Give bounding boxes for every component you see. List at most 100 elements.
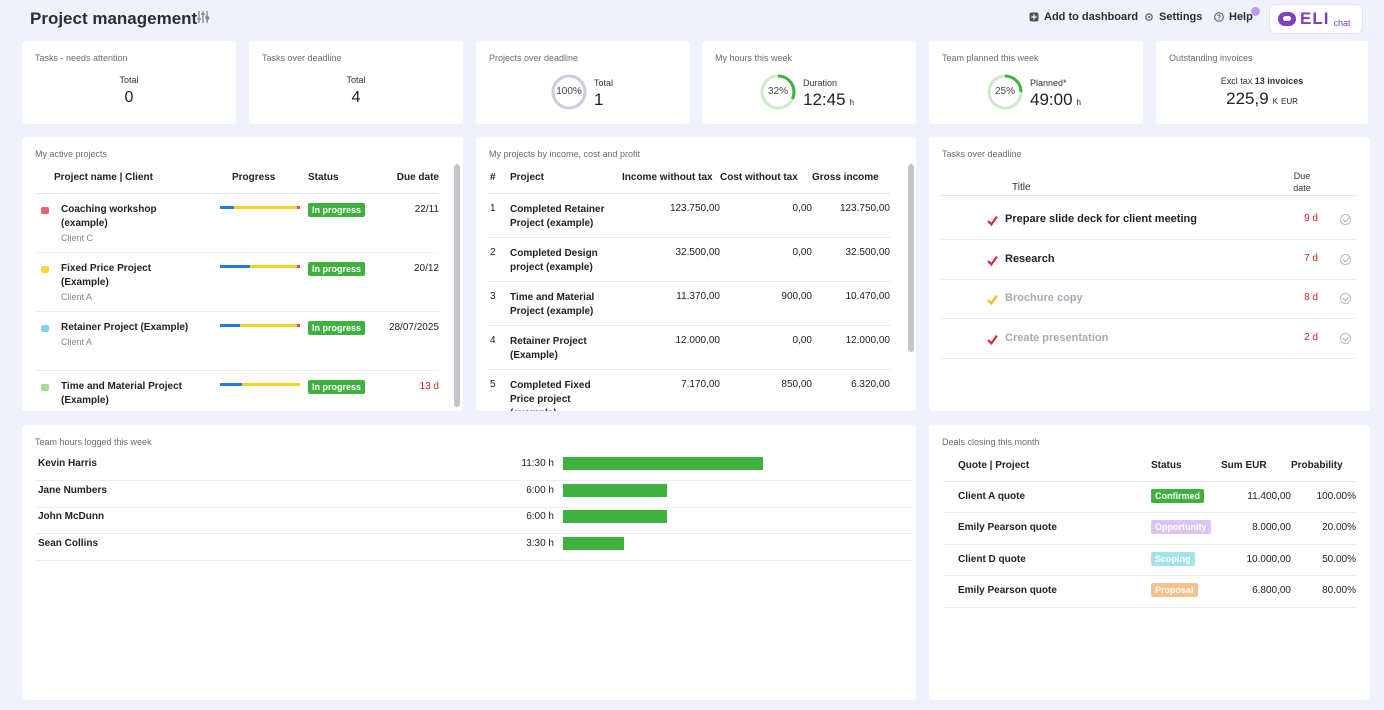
deal-sum: 6.800,00 (1221, 575, 1291, 608)
project-name[interactable]: Completed Retainer Project (example) (510, 203, 605, 229)
quote-name[interactable]: Emily Pearson quote (943, 512, 1151, 545)
kpi-my-hours[interactable]: My hours this week 32% Duration 12:45 h (702, 41, 916, 124)
hours-bar[interactable] (563, 536, 624, 550)
help-button[interactable]: ? Help (1214, 11, 1253, 23)
status-badge: In progress (308, 202, 366, 217)
project-name[interactable]: Retainer Project (Example) (61, 321, 189, 333)
quote-name[interactable]: Client A quote (943, 481, 1151, 513)
kpi-tasks-over-deadline[interactable]: Tasks over deadline Total 4 (249, 41, 463, 124)
project-name[interactable]: Time and Material Project (example) (510, 291, 595, 317)
table-row[interactable]: Coaching workshop (example) Client C In … (36, 193, 439, 253)
member-name: Kevin Harris (38, 458, 97, 469)
list-item[interactable]: Create presentation 2 d (941, 320, 1357, 359)
card-title: Tasks over deadline (942, 149, 1022, 159)
table-row[interactable]: Client D quote Scoping 10.000,00 50.00% (943, 544, 1356, 576)
add-to-dashboard-button[interactable]: Add to dashboard (1029, 11, 1138, 23)
scrollbar[interactable] (908, 164, 914, 352)
project-color-icon (41, 324, 49, 332)
table-row[interactable]: Client A quote Confirmed 11.400,00 100.0… (943, 481, 1356, 513)
deal-sum: 10.000,00 (1221, 544, 1291, 576)
column-header[interactable]: Gross income (812, 163, 890, 194)
progress-segment (240, 323, 297, 327)
project-name[interactable]: Retainer Project (Example) (510, 335, 587, 361)
column-header[interactable]: Quote | Project (943, 451, 1151, 482)
task-title[interactable]: Research (1005, 252, 1055, 265)
column-header-due[interactable]: Due date (1286, 170, 1318, 194)
eli-logo-icon (1278, 12, 1296, 26)
column-header[interactable]: Title (1012, 182, 1031, 193)
column-header[interactable]: Project (510, 163, 622, 194)
column-header[interactable]: Due date (380, 163, 439, 194)
kpi-team-planned[interactable]: Team planned this week 25% Planned* 49:0… (929, 41, 1143, 124)
add-square-icon (1029, 12, 1039, 22)
deal-status-badge: Opportunity (1151, 520, 1211, 534)
kpi-projects-over-deadline[interactable]: Projects over deadline 100% Total 1 (476, 41, 690, 124)
task-title[interactable]: Brochure copy (1005, 292, 1083, 304)
scrollbar[interactable] (454, 164, 460, 407)
project-name[interactable]: Coaching workshop (example) (61, 203, 157, 229)
project-color-icon (41, 383, 49, 391)
quote-name[interactable]: Emily Pearson quote (943, 575, 1151, 608)
list-item[interactable]: Prepare slide deck for client meeting 9 … (941, 201, 1357, 240)
complete-task-icon[interactable] (1340, 253, 1351, 265)
complete-task-icon[interactable] (1340, 332, 1351, 344)
svg-text:?: ? (1217, 15, 1221, 22)
due-days: 8 d (1304, 292, 1318, 303)
kpi-tasks-needs-attention[interactable]: Tasks - needs attention Total 0 (22, 41, 236, 124)
quote-name[interactable]: Client D quote (943, 544, 1151, 576)
card-title: Projects over deadline (489, 53, 579, 63)
list-item[interactable]: Brochure copy 8 d (941, 280, 1357, 319)
table-row[interactable]: 5 Completed Fixed Price project (example… (488, 369, 890, 411)
project-name[interactable]: Time and Material Project (Example) (61, 380, 182, 406)
eli-chat-button[interactable]: ELI chat (1269, 4, 1363, 34)
complete-task-icon[interactable] (1340, 293, 1351, 304)
table-row[interactable]: 1 Completed Retainer Project (example) 1… (488, 193, 890, 238)
complete-task-icon[interactable] (1340, 214, 1351, 225)
card-title: Tasks - needs attention (35, 53, 128, 63)
project-name[interactable]: Fixed Price Project (Example) (61, 262, 152, 288)
deals-widget: Deals closing this month Quote | Project… (929, 425, 1370, 700)
kpi-label: Total (594, 78, 614, 88)
table-row[interactable]: Emily Pearson quote Proposal 6.800,00 80… (943, 575, 1356, 608)
column-header[interactable]: Progress (212, 163, 308, 194)
column-header[interactable]: Project name | Client (36, 163, 212, 194)
eli-logo-text: ELI (1300, 9, 1330, 28)
kpi-label: Total (119, 75, 139, 85)
filter-sliders-icon[interactable] (196, 10, 210, 24)
kpi-value: 0 (124, 89, 134, 106)
column-header[interactable]: # (488, 163, 510, 194)
table-row[interactable]: 4 Retainer Project (Example) 12.000,00 0… (488, 325, 890, 370)
column-header[interactable]: Probability (1291, 451, 1356, 482)
dashboard-title-dropdown[interactable]: Project management ▾ (30, 9, 210, 29)
task-title[interactable]: Create presentation (1005, 331, 1109, 344)
column-header[interactable]: Cost without tax (720, 163, 812, 194)
kpi-unit-k: K (1272, 97, 1278, 106)
row-number: 2 (488, 237, 510, 282)
hours-bar[interactable] (563, 483, 668, 497)
column-header[interactable]: Status (1151, 451, 1221, 482)
table-row[interactable]: 2 Completed Design project (example) 32.… (488, 237, 890, 282)
column-header[interactable]: Income without tax (622, 163, 720, 194)
task-title[interactable]: Prepare slide deck for client meeting (1005, 213, 1197, 225)
settings-button[interactable]: Settings (1144, 11, 1202, 23)
kpi-outstanding-invoices[interactable]: Outstanding invoices Excl tax 13 invoice… (1156, 41, 1368, 124)
deal-status-badge: Proposal (1151, 583, 1198, 597)
card-title: Team planned this week (942, 53, 1039, 63)
table-row[interactable]: Retainer Project (Example) Client A In p… (36, 311, 439, 371)
ring-percent: 32% (767, 86, 788, 97)
project-name[interactable]: Completed Design project (example) (510, 247, 598, 273)
table-row[interactable]: Fixed Price Project (Example) Client A I… (36, 252, 439, 312)
list-item[interactable]: Research 7 d (941, 241, 1357, 280)
hours-bar[interactable] (563, 457, 763, 470)
column-header[interactable]: Sum EUR (1221, 451, 1291, 482)
income-value: 7.170,00 (622, 369, 720, 411)
row-number: 3 (488, 281, 510, 326)
project-name[interactable]: Completed Fixed Price project (example) (510, 379, 591, 412)
tasks-over-deadline-widget: Tasks over deadline Title Due date Prepa… (929, 137, 1370, 411)
column-header[interactable]: Status (308, 163, 380, 194)
table-row[interactable]: Time and Material Project (Example) Clie… (36, 370, 439, 411)
table-row[interactable]: 3 Time and Material Project (example) 11… (488, 281, 890, 326)
table-row[interactable]: Emily Pearson quote Opportunity 8.000,00… (943, 512, 1356, 545)
hours-bar[interactable] (563, 510, 668, 523)
kpi-label: Planned* (1030, 78, 1067, 88)
